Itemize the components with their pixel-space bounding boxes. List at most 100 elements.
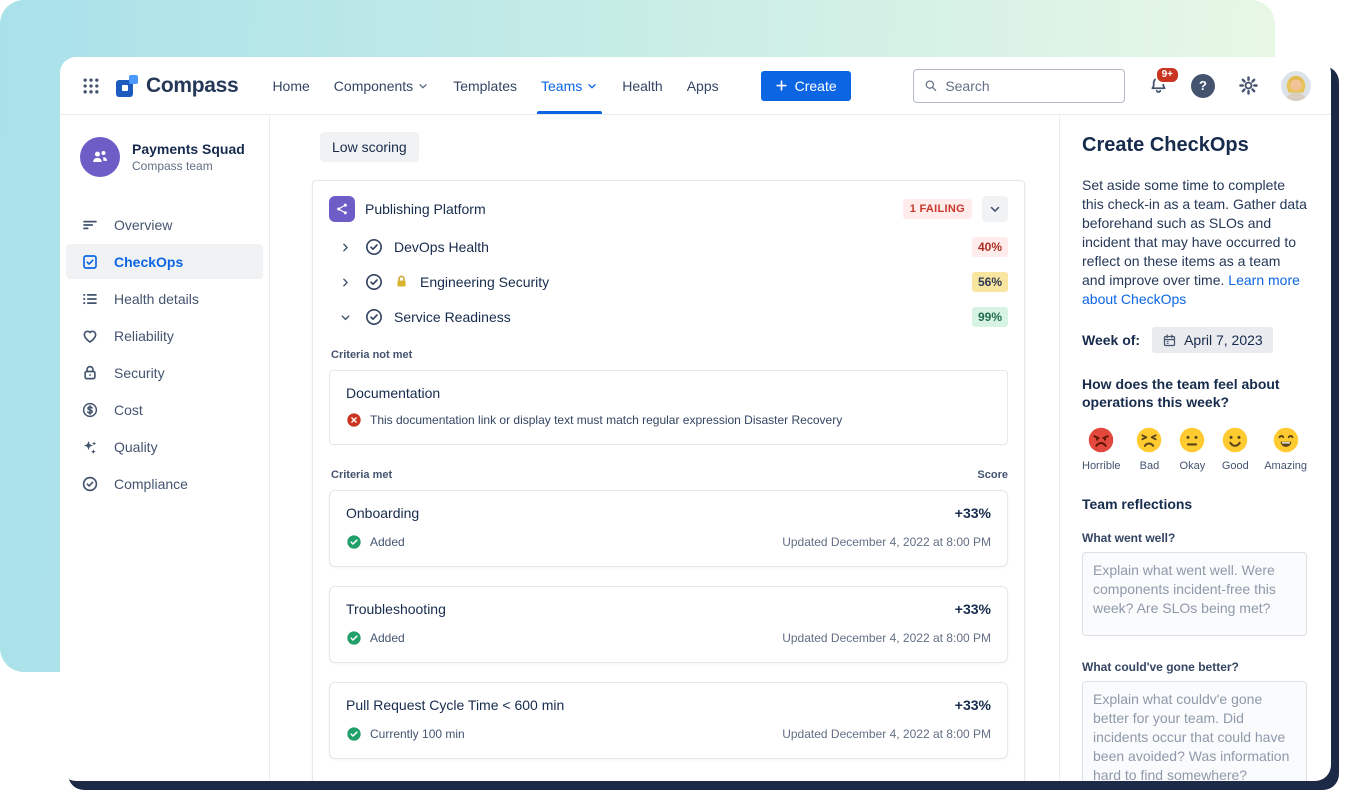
app-switcher-icon[interactable] xyxy=(78,73,104,99)
mood-option-bad[interactable]: Bad xyxy=(1135,426,1163,472)
team-avatar[interactable] xyxy=(80,137,120,177)
lock-icon xyxy=(80,363,100,383)
overview-icon xyxy=(80,215,100,235)
score-badge: 56% xyxy=(971,272,1008,292)
success-check-icon xyxy=(347,631,361,645)
nav-item-components[interactable]: Components xyxy=(322,57,441,114)
top-navigation-bar: Compass Home Components Templates Teams … xyxy=(60,57,1331,115)
learn-more-link[interactable]: Learn more about CheckOps xyxy=(1082,272,1300,307)
criterion-updated: Updated December 4, 2022 at 8:00 PM xyxy=(782,727,991,741)
score-badge: 40% xyxy=(971,237,1008,257)
sidebar-item-quality[interactable]: Quality xyxy=(66,429,263,464)
main-content: Low scoring Publishing Platform 1 FAILIN… xyxy=(270,115,1059,781)
criterion-card-pr-cycle-time: Pull Request Cycle Time < 600 min +33% C… xyxy=(329,682,1008,759)
week-of-label: Week of: xyxy=(1082,332,1141,348)
sidebar-item-overview[interactable]: Overview xyxy=(66,207,263,242)
notifications-button[interactable]: 9+ xyxy=(1145,65,1180,99)
panel-intro: Set aside some time to complete this che… xyxy=(1082,177,1307,307)
scorecard-check-icon xyxy=(364,307,384,327)
chevron-down-icon[interactable] xyxy=(337,309,353,325)
mood-question: How does the team feel about operations … xyxy=(1082,376,1280,410)
sidebar-item-health-details[interactable]: Health details xyxy=(66,281,263,316)
sidebar-item-checkops[interactable]: CheckOps xyxy=(66,244,263,279)
search-box[interactable] xyxy=(913,68,1125,103)
persevering-face-icon xyxy=(1137,427,1162,453)
search-input[interactable] xyxy=(945,77,1114,94)
settings-button[interactable] xyxy=(1235,73,1261,99)
mood-option-okay[interactable]: Okay xyxy=(1178,426,1206,472)
sidebar-item-reliability[interactable]: Reliability xyxy=(66,318,263,353)
nav-item-health[interactable]: Health xyxy=(622,77,663,94)
went-well-textarea[interactable] xyxy=(1082,552,1307,636)
dollar-icon xyxy=(80,400,100,420)
mood-selector: Horrible Bad Okay xyxy=(1082,426,1307,472)
scorecard-row-service-readiness[interactable]: Service Readiness 99% xyxy=(329,307,1008,327)
health-details-icon xyxy=(80,289,100,309)
criterion-status: Added xyxy=(370,631,405,645)
sidebar-item-security[interactable]: Security xyxy=(66,355,263,390)
heart-icon xyxy=(80,326,100,346)
gold-lock-icon xyxy=(394,274,410,290)
gone-better-textarea[interactable] xyxy=(1082,681,1307,781)
mood-option-good[interactable]: Good xyxy=(1221,426,1249,472)
compass-logo[interactable]: Compass xyxy=(116,74,239,98)
sidebar-nav: Overview CheckOps Health details xyxy=(60,207,269,501)
criterion-score: +33% xyxy=(954,697,991,713)
topbar-icon-group: 9+ ? xyxy=(1145,65,1311,101)
neutral-face-icon xyxy=(1180,427,1205,453)
score-column-label: Score xyxy=(977,469,1008,481)
criterion-card-documentation: Documentation This documentation link or… xyxy=(329,370,1008,445)
nav-item-apps[interactable]: Apps xyxy=(686,77,719,94)
publishing-platform-card: Publishing Platform 1 FAILING xyxy=(312,180,1025,781)
chevron-right-icon[interactable] xyxy=(337,239,353,255)
team-header: Payments Squad Compass team xyxy=(60,137,269,177)
team-reflections-title: Team reflections xyxy=(1082,496,1193,512)
chevron-right-icon[interactable] xyxy=(337,274,353,290)
grinning-face-icon xyxy=(1273,427,1298,453)
nav-item-teams[interactable]: Teams xyxy=(529,57,610,114)
component-header: Publishing Platform 1 FAILING xyxy=(329,196,1008,222)
team-sidebar: Payments Squad Compass team Overview Che… xyxy=(60,115,270,781)
criteria-not-met-label: Criteria not met xyxy=(331,349,413,361)
sidebar-item-compliance[interactable]: Compliance xyxy=(66,466,263,501)
user-avatar[interactable] xyxy=(1281,70,1311,101)
criterion-card-troubleshooting: Troubleshooting +33% Added Updated Decem… xyxy=(329,586,1008,663)
success-check-icon xyxy=(347,535,361,549)
sidebar-item-cost[interactable]: Cost xyxy=(66,392,263,427)
mood-option-horrible[interactable]: Horrible xyxy=(1082,426,1121,472)
notification-count-badge: 9+ xyxy=(1154,65,1180,84)
criteria-met-label: Criteria met xyxy=(331,469,393,481)
checkops-icon xyxy=(80,252,100,272)
primary-nav: Home Components Templates Teams Health A… xyxy=(260,57,730,114)
criterion-updated: Updated December 4, 2022 at 8:00 PM xyxy=(782,631,991,645)
scorecard-check-icon xyxy=(364,237,384,257)
mood-option-amazing[interactable]: Amazing xyxy=(1264,426,1307,472)
criterion-status: Added xyxy=(370,535,405,549)
smile-face-icon xyxy=(1223,427,1248,453)
team-subtitle: Compass team xyxy=(132,159,213,173)
collapse-card-button[interactable] xyxy=(982,196,1008,222)
success-check-icon xyxy=(347,727,361,741)
filter-chip-low-scoring[interactable]: Low scoring xyxy=(320,132,419,162)
chevron-down-icon xyxy=(419,83,427,89)
week-date-value: April 7, 2023 xyxy=(1184,332,1263,348)
compass-app-window: Compass Home Components Templates Teams … xyxy=(60,57,1331,781)
scorecard-row-devops-health[interactable]: DevOps Health 40% xyxy=(329,237,1008,257)
nav-item-templates[interactable]: Templates xyxy=(453,77,517,94)
criterion-status: Currently 100 min xyxy=(370,727,465,741)
people-icon xyxy=(93,150,108,162)
scorecard-row-engineering-security[interactable]: Engineering Security 56% xyxy=(329,272,1008,292)
error-icon xyxy=(347,413,361,427)
score-badge: 99% xyxy=(971,307,1008,327)
help-button[interactable]: ? xyxy=(1191,73,1215,98)
week-date-picker[interactable]: April 7, 2023 xyxy=(1152,327,1273,353)
check-circle-icon xyxy=(80,474,100,494)
gear-icon xyxy=(1238,76,1258,95)
question-gone-better-label: What could've gone better? xyxy=(1082,660,1239,674)
component-title[interactable]: Publishing Platform xyxy=(365,201,486,217)
nav-item-home[interactable]: Home xyxy=(272,77,310,94)
chevron-down-icon xyxy=(990,206,1000,212)
criterion-error-message: This documentation link or display text … xyxy=(370,413,843,427)
create-button[interactable]: Create xyxy=(760,70,851,101)
team-name: Payments Squad xyxy=(132,141,245,157)
